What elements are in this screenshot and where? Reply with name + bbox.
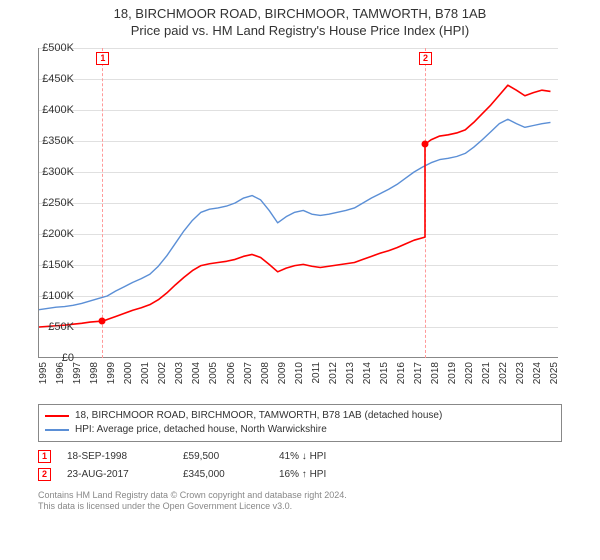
legend-swatch	[45, 429, 69, 431]
xtick-label: 2004	[191, 362, 202, 384]
series-line-hpi	[39, 119, 550, 309]
xtick-label: 2025	[549, 362, 560, 384]
xtick-label: 1995	[38, 362, 49, 384]
sale-date: 23-AUG-2017	[67, 466, 167, 484]
xtick-label: 2002	[157, 362, 168, 384]
ytick-label: £150K	[42, 259, 74, 271]
footer-line-2: This data is licensed under the Open Gov…	[38, 501, 562, 513]
xtick-label: 2008	[260, 362, 271, 384]
sale-vs-hpi: 16% ↑ HPI	[279, 466, 369, 484]
ytick-label: £200K	[42, 228, 74, 240]
title-block: 18, BIRCHMOOR ROAD, BIRCHMOOR, TAMWORTH,…	[0, 0, 600, 44]
sale-marker-dot	[99, 317, 106, 324]
legend-row: HPI: Average price, detached house, Nort…	[45, 423, 555, 437]
sale-row-marker: 2	[38, 468, 51, 481]
ytick-label: £250K	[42, 197, 74, 209]
xtick-label: 2015	[379, 362, 390, 384]
xtick-label: 2022	[498, 362, 509, 384]
xtick-label: 2017	[413, 362, 424, 384]
title-line-1: 18, BIRCHMOOR ROAD, BIRCHMOOR, TAMWORTH,…	[0, 6, 600, 23]
xtick-label: 2005	[208, 362, 219, 384]
xtick-label: 2020	[464, 362, 475, 384]
xtick-label: 1998	[89, 362, 100, 384]
sale-vs-hpi: 41% ↓ HPI	[279, 448, 369, 466]
sale-marker-box: 1	[96, 52, 109, 65]
legend: 18, BIRCHMOOR ROAD, BIRCHMOOR, TAMWORTH,…	[38, 404, 562, 442]
ytick-label: £500K	[42, 42, 74, 54]
xtick-label: 1997	[72, 362, 83, 384]
sale-row: 1 18-SEP-1998 £59,500 41% ↓ HPI	[38, 448, 562, 466]
xtick-label: 2006	[226, 362, 237, 384]
ytick-label: £100K	[42, 290, 74, 302]
legend-row: 18, BIRCHMOOR ROAD, BIRCHMOOR, TAMWORTH,…	[45, 409, 555, 423]
legend-label: HPI: Average price, detached house, Nort…	[75, 423, 327, 437]
title-line-2: Price paid vs. HM Land Registry's House …	[0, 23, 600, 40]
xtick-label: 1996	[55, 362, 66, 384]
xtick-label: 2012	[328, 362, 339, 384]
xtick-label: 2021	[481, 362, 492, 384]
chart-container: 18, BIRCHMOOR ROAD, BIRCHMOOR, TAMWORTH,…	[0, 0, 600, 560]
ytick-label: £450K	[42, 73, 74, 85]
sale-price: £345,000	[183, 466, 263, 484]
sale-marker-dot	[421, 140, 428, 147]
footer: Contains HM Land Registry data © Crown c…	[38, 490, 562, 513]
xtick-label: 2016	[396, 362, 407, 384]
xtick-label: 2023	[515, 362, 526, 384]
footer-line-1: Contains HM Land Registry data © Crown c…	[38, 490, 562, 502]
xtick-label: 2009	[277, 362, 288, 384]
ytick-label: £50K	[48, 321, 74, 333]
ytick-label: £400K	[42, 104, 74, 116]
sale-marker-box: 2	[419, 52, 432, 65]
xtick-label: 2018	[430, 362, 441, 384]
xtick-label: 2000	[123, 362, 134, 384]
xtick-label: 2003	[174, 362, 185, 384]
legend-label: 18, BIRCHMOOR ROAD, BIRCHMOOR, TAMWORTH,…	[75, 409, 442, 423]
sale-date: 18-SEP-1998	[67, 448, 167, 466]
xtick-label: 2011	[311, 362, 322, 384]
sale-row-marker: 1	[38, 450, 51, 463]
xtick-label: 2013	[345, 362, 356, 384]
ytick-label: £300K	[42, 166, 74, 178]
sale-price: £59,500	[183, 448, 263, 466]
sale-row: 2 23-AUG-2017 £345,000 16% ↑ HPI	[38, 466, 562, 484]
plot-area: 12	[38, 48, 558, 358]
xtick-label: 2001	[140, 362, 151, 384]
legend-swatch	[45, 415, 69, 417]
xtick-label: 1999	[106, 362, 117, 384]
xtick-label: 2024	[532, 362, 543, 384]
sales-table: 1 18-SEP-1998 £59,500 41% ↓ HPI 2 23-AUG-2017…	[38, 448, 562, 484]
xtick-label: 2007	[243, 362, 254, 384]
chart-area: 12 £0£50K£100K£150K£200K£250K£300K£350K£…	[38, 48, 598, 398]
xtick-label: 2019	[447, 362, 458, 384]
xtick-label: 2014	[362, 362, 373, 384]
ytick-label: £350K	[42, 135, 74, 147]
line-series-svg	[39, 48, 559, 358]
xtick-label: 2010	[294, 362, 305, 384]
